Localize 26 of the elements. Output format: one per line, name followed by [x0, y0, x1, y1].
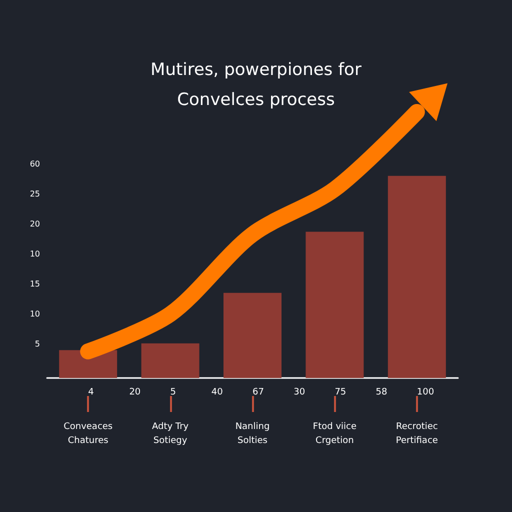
x-tick-label: Conveaces Chatures: [64, 422, 113, 446]
text: 30: [294, 388, 306, 398]
text: 75: [334, 388, 346, 398]
text: 15: [30, 280, 40, 288]
chart-title: Mutires, powerpiones for Convelces process: [150, 60, 362, 110]
x-tick-label: Adty Try Sotiegy: [152, 422, 190, 446]
text: 40: [211, 388, 224, 398]
text: 10: [30, 310, 40, 318]
bar: [224, 292, 282, 378]
text: 20: [30, 220, 40, 228]
text: 25: [30, 190, 40, 198]
text: 10: [30, 250, 40, 258]
bar: [141, 343, 200, 378]
text: 60: [30, 160, 40, 168]
bar: [306, 232, 364, 378]
text: 4: [88, 388, 94, 398]
text: 5: [34, 340, 40, 348]
x-tick-label: Nanling Solties: [235, 422, 270, 446]
x-tick-label: Ftod viice Crgetion: [312, 422, 357, 446]
text: 20: [129, 388, 141, 398]
text: 58: [376, 388, 388, 398]
text: 100: [416, 388, 434, 398]
text: 5: [170, 388, 176, 398]
text: 67: [252, 388, 264, 398]
x-tick-label: Recrotiec Pertifiace: [396, 422, 438, 446]
bar: [388, 176, 446, 378]
